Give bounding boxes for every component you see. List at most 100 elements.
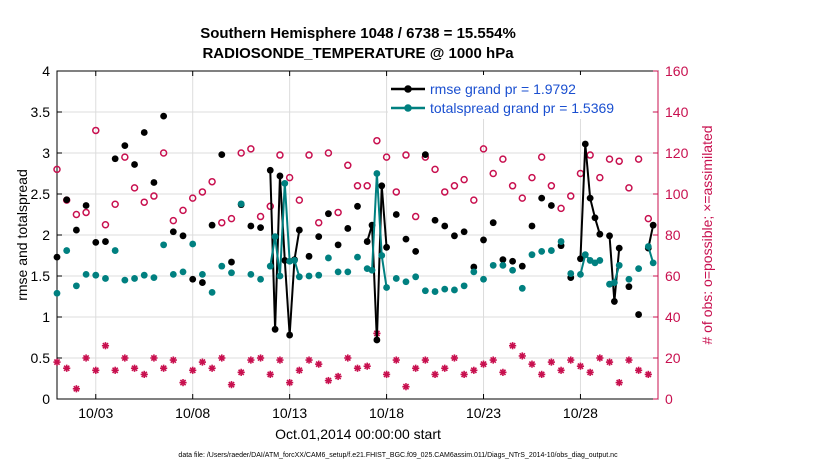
obs-possible-point: [479, 145, 488, 153]
asterisk-stroke: [189, 367, 196, 374]
rmse-segment: [579, 143, 587, 259]
totalspread-point: [509, 266, 516, 274]
totalspread-point: [460, 282, 468, 290]
totalspread-point: [218, 262, 226, 270]
y-tick-label: 3.5: [31, 104, 51, 120]
asterisk-stroke: [141, 371, 148, 378]
rmse-point: [257, 224, 264, 232]
totalspread-point: [140, 271, 148, 279]
asterisk-stroke: [451, 354, 458, 362]
obs-possible-point: [305, 151, 313, 159]
totalspread-point: [412, 273, 420, 281]
obs-assimilated-point: [363, 362, 371, 370]
totalspread-point: [325, 254, 332, 262]
obs-assimilated-point: [567, 356, 575, 364]
totalspread-point: [63, 247, 71, 254]
rmse-point: [392, 211, 400, 218]
asterisk-stroke: [334, 373, 342, 380]
obs-possible-point: [644, 214, 653, 223]
asterisk-stroke: [383, 371, 390, 378]
rmse-point: [266, 166, 274, 174]
rmse-point: [189, 275, 197, 283]
totalspread-point: [625, 275, 633, 283]
obs-assimilated-point: [479, 360, 488, 368]
asterisk-stroke: [286, 379, 293, 386]
rmse-point: [421, 151, 429, 159]
obs-assimilated-point: [198, 358, 207, 366]
y-tick-label: 1: [42, 309, 50, 325]
totalspread-point: [577, 270, 584, 278]
obs-assimilated-point: [450, 354, 459, 362]
obs-assimilated-point: [227, 381, 236, 389]
totalspread-point: [53, 289, 61, 297]
totalspread-point: [451, 286, 458, 294]
rmse-point: [591, 214, 599, 222]
obs-possible-point: [314, 218, 323, 227]
totalspread-point: [392, 275, 400, 282]
y-right-tick-label: 60: [665, 268, 681, 284]
obs-assimilated-point: [441, 364, 449, 372]
rmse-point: [286, 331, 294, 339]
obs-assimilated-point: [538, 370, 546, 378]
asterisk-stroke: [315, 360, 322, 368]
obs-possible-point: [460, 175, 468, 184]
obs-assimilated-point: [82, 354, 90, 362]
data-file-footnote: data file: /Users/raeder/DAI/ATM_forcXX/…: [178, 452, 618, 459]
rmse-segment: [375, 185, 383, 340]
asterisk-stroke: [92, 367, 99, 374]
legend-spread-marker: [404, 104, 412, 112]
obs-assimilated-point: [92, 366, 100, 374]
rmse-point: [635, 311, 643, 318]
totalspread-point: [610, 279, 618, 286]
asterisk-stroke: [218, 354, 225, 362]
totalspread-segment: [380, 255, 388, 288]
rmse-point: [373, 336, 381, 344]
rmse-point: [480, 236, 487, 244]
obs-assimilated-point: [169, 356, 177, 364]
obs-assimilated-point: [431, 370, 439, 378]
asterisk-stroke: [577, 363, 584, 370]
asterisk-stroke: [73, 385, 80, 392]
obs-possible-point: [140, 198, 148, 206]
obs-possible-point: [179, 206, 187, 215]
asterisk-stroke: [528, 360, 536, 368]
x-tick-label: 10/28: [563, 405, 598, 421]
obs-assimilated-point: [189, 366, 197, 374]
obs-possible-point: [440, 188, 449, 196]
rmse-point: [610, 298, 618, 305]
obs-possible-point: [169, 216, 178, 225]
totalspread-point: [470, 268, 478, 276]
totalspread-point: [499, 261, 507, 269]
obs-possible-point: [489, 169, 497, 178]
rmse-point: [271, 325, 279, 333]
obs-assimilated-point: [256, 354, 265, 362]
asterisk-stroke: [441, 365, 448, 372]
rmse-point: [538, 194, 546, 202]
rmse-segment: [380, 185, 388, 248]
obs-possible-point: [353, 182, 362, 190]
obs-assimilated-point: [179, 379, 187, 387]
obs-possible-point: [256, 212, 265, 221]
rmse-point: [295, 226, 303, 234]
totalspread-point: [150, 274, 158, 282]
obs-possible-point: [324, 149, 333, 157]
totalspread-point: [82, 270, 90, 278]
y-axis-label-right: # of obs: o=possible; ×=assimilated: [699, 125, 715, 344]
rmse-point: [169, 228, 177, 236]
rmse-point: [460, 228, 468, 236]
rmse-point: [199, 279, 206, 286]
rmse-point: [247, 222, 255, 230]
y-axis-label-left: rmse and totalspread: [14, 169, 30, 301]
rmse-point: [140, 129, 148, 136]
obs-possible-point: [130, 184, 139, 192]
asterisk-stroke: [179, 379, 187, 386]
rmse-point: [179, 232, 187, 240]
asterisk-stroke: [150, 354, 158, 362]
rmse-point: [489, 219, 497, 227]
totalspread-point: [295, 273, 303, 281]
obs-possible-point: [518, 194, 527, 202]
rmse-point: [82, 202, 90, 209]
y-tick-label: 2: [42, 227, 50, 243]
totalspread-point: [334, 268, 342, 276]
obs-possible-point: [537, 153, 546, 161]
